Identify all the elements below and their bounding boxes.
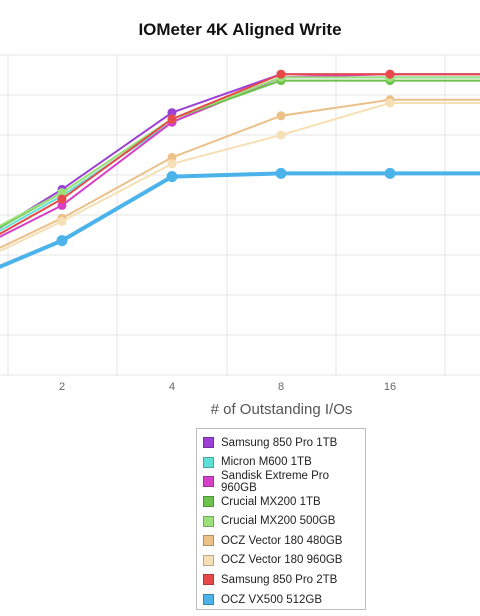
legend-label: Samsung 850 Pro 2TB [221, 573, 338, 586]
legend-label: Crucial MX200 500GB [221, 515, 336, 528]
legend-item[interactable]: Micron M600 1TB [197, 453, 365, 473]
data-point[interactable] [167, 108, 177, 118]
legend-label: Micron M600 1TB [221, 456, 312, 469]
legend-label: Samsung 850 Pro 1TB [221, 436, 338, 449]
legend-item[interactable]: OCZ Vector 180 960GB [197, 551, 365, 571]
data-point[interactable] [385, 69, 395, 79]
legend-label: OCZ Vector 180 960GB [221, 554, 343, 567]
legend-swatch [203, 437, 214, 449]
series-line [0, 171, 480, 269]
data-point[interactable] [166, 171, 178, 183]
legend-item[interactable]: Crucial MX200 500GB [197, 511, 365, 531]
data-point[interactable] [167, 114, 177, 124]
x-tick-label: 2 [59, 381, 65, 393]
data-point[interactable] [385, 98, 395, 108]
legend-label: OCZ VX500 512GB [221, 593, 322, 606]
legend-swatch [203, 574, 214, 586]
series-line [0, 76, 480, 232]
legend-swatch [203, 515, 214, 527]
data-point[interactable] [57, 200, 67, 210]
data-point[interactable] [57, 194, 67, 204]
data-point[interactable] [167, 159, 177, 169]
data-point[interactable] [167, 152, 177, 162]
legend-swatch [203, 496, 214, 508]
data-point[interactable] [384, 167, 396, 179]
chart-title: IOMeter 4K Aligned Write [138, 20, 342, 39]
legend-item[interactable]: Samsung 850 Pro 2TB [197, 570, 365, 590]
x-tick-label: 8 [278, 381, 284, 393]
series-line [0, 76, 480, 227]
data-point[interactable] [276, 130, 286, 140]
legend-label: OCZ Vector 180 480GB [221, 534, 343, 547]
data-point[interactable] [57, 216, 67, 226]
data-point[interactable] [275, 167, 287, 179]
legend-swatch [203, 554, 214, 566]
legend-label: Crucial MX200 1TB [221, 495, 321, 508]
series-7 [0, 69, 480, 235]
data-point[interactable] [276, 111, 286, 121]
legend-label: Sandisk Extreme Pro 960GB [221, 469, 330, 494]
x-tick-label: 4 [169, 381, 175, 393]
data-point[interactable] [276, 69, 286, 79]
data-point[interactable] [57, 188, 67, 198]
legend-item[interactable]: Sandisk Extreme Pro 960GB [197, 469, 365, 494]
x-axis-label: # of Outstanding I/Os [210, 401, 353, 418]
legend-swatch [203, 476, 214, 488]
series-layer [0, 69, 480, 269]
legend-item[interactable]: Crucial MX200 1TB [197, 492, 365, 512]
series-6 [0, 98, 480, 253]
plot-area: 2 4 8 16 [0, 54, 480, 393]
series-line [0, 102, 480, 253]
legend-item[interactable]: OCZ Vector 180 480GB [197, 531, 365, 551]
series-line [0, 73, 480, 235]
legend: Samsung 850 Pro 1TB Micron M600 1TB Sandis… [196, 428, 366, 611]
legend-swatch [203, 594, 214, 606]
series-line [0, 79, 480, 229]
x-tick-label: 16 [384, 381, 396, 393]
legend-swatch [203, 535, 214, 547]
legend-item[interactable]: Samsung 850 Pro 1TB [197, 433, 365, 453]
data-point[interactable] [56, 235, 68, 247]
legend-swatch [203, 456, 214, 468]
x-tick-labels: 2 4 8 16 [59, 381, 396, 393]
series-8 [0, 167, 480, 269]
legend-item[interactable]: OCZ VX500 512GB [197, 590, 365, 610]
series-line [0, 98, 480, 249]
